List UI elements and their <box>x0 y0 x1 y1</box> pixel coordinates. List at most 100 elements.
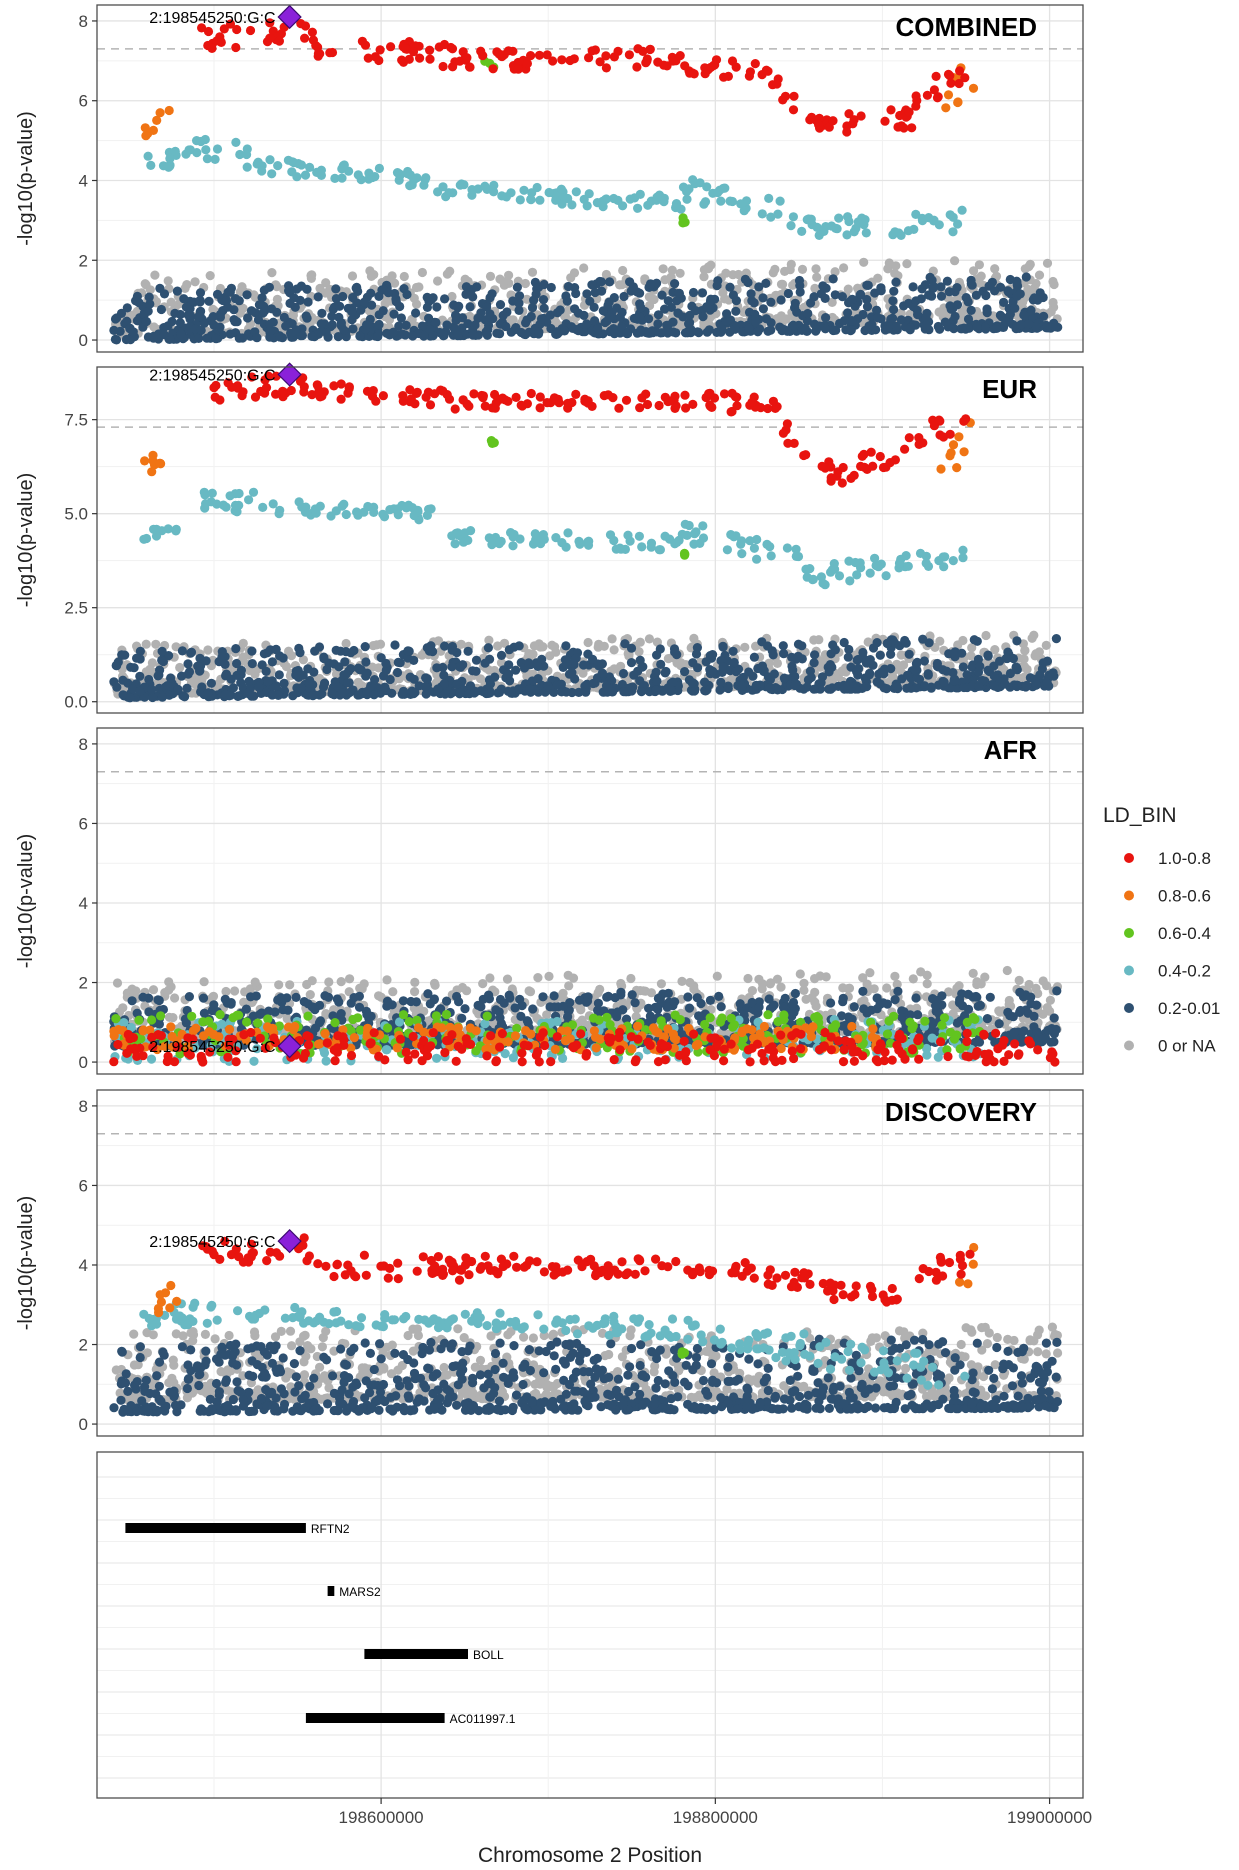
data-point <box>512 282 523 292</box>
data-point <box>150 270 160 280</box>
data-point <box>450 539 460 549</box>
data-point <box>838 983 848 993</box>
data-point <box>949 675 959 686</box>
data-point <box>439 39 450 50</box>
data-point <box>597 668 608 678</box>
data-point <box>948 668 958 678</box>
data-point <box>247 659 257 669</box>
data-point <box>235 333 245 343</box>
data-point <box>337 688 347 698</box>
data-point <box>574 687 584 698</box>
data-point <box>691 306 701 316</box>
data-point <box>933 92 943 102</box>
data-point <box>953 97 963 107</box>
data-point <box>532 284 542 294</box>
data-point <box>908 282 918 292</box>
data-point <box>859 220 869 230</box>
data-point <box>870 553 880 563</box>
data-point <box>471 666 481 676</box>
data-point <box>506 688 516 698</box>
data-point <box>1010 303 1020 313</box>
data-point <box>218 500 228 510</box>
data-point <box>699 265 710 275</box>
data-point <box>971 290 982 300</box>
data-point <box>515 195 525 205</box>
data-point <box>587 46 597 56</box>
data-point <box>271 681 281 691</box>
data-point <box>693 327 703 337</box>
data-point <box>212 36 222 46</box>
data-point <box>305 162 315 172</box>
data-point <box>339 499 349 509</box>
data-point <box>974 681 984 692</box>
data-point <box>195 653 205 663</box>
data-point <box>368 386 378 396</box>
data-point <box>176 329 186 339</box>
data-point <box>950 652 960 662</box>
data-point <box>725 196 735 206</box>
data-point <box>471 655 482 665</box>
data-point <box>362 320 372 330</box>
data-point <box>601 63 612 73</box>
data-point <box>287 167 297 177</box>
data-point <box>504 645 514 655</box>
data-point <box>250 392 261 402</box>
data-point <box>721 316 731 326</box>
data-point <box>503 46 514 56</box>
data-point <box>654 400 664 411</box>
data-point <box>420 682 430 692</box>
data-point <box>876 286 886 296</box>
data-point <box>872 677 882 687</box>
data-point <box>680 667 690 677</box>
data-point <box>619 291 629 302</box>
data-point <box>744 323 754 333</box>
data-point <box>834 213 844 223</box>
data-point <box>125 693 135 703</box>
data-point <box>737 549 747 559</box>
data-point <box>842 230 852 240</box>
data-point <box>731 667 741 677</box>
data-point <box>638 986 648 996</box>
data-point <box>274 36 284 46</box>
data-point <box>886 649 896 659</box>
data-point <box>740 642 750 652</box>
data-point <box>766 212 776 222</box>
data-point <box>472 282 482 292</box>
data-point <box>766 297 776 307</box>
data-point <box>660 531 670 541</box>
data-point <box>513 64 523 74</box>
data-point <box>678 218 688 228</box>
data-point <box>179 294 189 304</box>
data-point <box>482 184 492 194</box>
data-point <box>660 304 670 314</box>
data-point <box>567 668 577 678</box>
data-point <box>561 687 571 697</box>
data-point <box>679 548 690 559</box>
data-point <box>698 521 708 531</box>
data-point <box>644 634 655 644</box>
data-point <box>778 641 788 651</box>
data-point <box>112 682 122 692</box>
data-point <box>433 276 443 286</box>
data-point <box>305 990 315 1000</box>
data-point <box>157 692 167 702</box>
data-point <box>148 125 158 135</box>
data-point <box>185 145 195 155</box>
data-point <box>579 263 589 273</box>
data-point <box>366 271 376 281</box>
data-point <box>369 507 379 517</box>
data-point <box>969 635 979 645</box>
data-point <box>628 282 639 292</box>
data-point <box>424 313 434 323</box>
data-point <box>651 685 661 695</box>
data-point <box>844 298 854 308</box>
data-point <box>111 660 121 671</box>
data-point <box>1042 678 1052 688</box>
data-point <box>872 638 882 648</box>
data-point <box>567 397 577 408</box>
data-point <box>839 263 849 273</box>
data-point <box>685 977 695 988</box>
data-point <box>501 192 511 202</box>
data-point <box>811 264 821 274</box>
data-point <box>702 302 712 312</box>
